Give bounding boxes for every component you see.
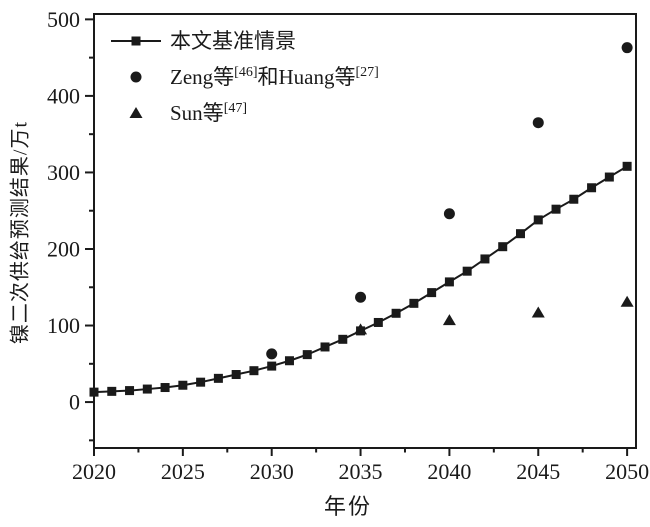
baseline-scenario-square-marker xyxy=(587,183,597,193)
zeng-huang-circle-marker xyxy=(355,291,367,303)
baseline-scenario-square-marker xyxy=(320,342,330,352)
x-tick-label: 2050 xyxy=(605,459,649,484)
series-sun xyxy=(354,295,634,335)
legend-label-zeng-huang: Zeng等[46]和Huang等[27] xyxy=(170,65,379,89)
baseline-scenario-square-marker xyxy=(462,266,472,276)
baseline-scenario-square-marker xyxy=(213,373,223,383)
x-tick-label: 2025 xyxy=(161,459,205,484)
baseline-scenario-square-marker xyxy=(480,254,490,264)
zeng-huang-circle-marker xyxy=(532,117,544,129)
baseline-scenario-square-marker xyxy=(107,386,117,396)
x-tick-label: 2035 xyxy=(339,459,383,484)
baseline-scenario-square-marker xyxy=(409,298,419,308)
y-tick-label: 200 xyxy=(47,236,80,261)
sun-triangle-marker xyxy=(620,295,634,307)
baseline-scenario-square-marker xyxy=(444,277,454,287)
baseline-scenario-square-marker xyxy=(622,161,632,171)
y-tick-label: 100 xyxy=(47,313,80,338)
y-axis-title: 镍二次供给预测结果/万t xyxy=(9,120,32,345)
baseline-scenario-square-marker xyxy=(498,242,508,252)
baseline-scenario-square-marker xyxy=(249,366,259,376)
zeng-huang-circle-marker xyxy=(443,208,455,220)
legend-label-baseline-scenario: 本文基准情景 xyxy=(170,29,296,53)
y-tick-label: 300 xyxy=(47,160,80,185)
baseline-scenario-square-marker xyxy=(391,308,401,318)
y-tick-label: 0 xyxy=(69,390,80,415)
baseline-scenario-square-marker xyxy=(125,386,135,396)
legend-item-sun: Sun等[47] xyxy=(129,101,247,125)
baseline-scenario-square-marker xyxy=(533,215,543,225)
zeng-huang-legend-circle-marker xyxy=(130,71,142,83)
baseline-scenario-square-marker xyxy=(373,317,383,327)
sun-triangle-marker xyxy=(531,306,545,318)
baseline-scenario-square-marker xyxy=(142,384,152,394)
baseline-scenario-square-marker xyxy=(604,172,614,182)
tick-labels: 2020 2025 2030 2035 2040 2045 2050 0 100 200 300 40… xyxy=(47,7,649,484)
zeng-huang-circle-marker xyxy=(621,42,633,54)
legend-label-sun: Sun等[47] xyxy=(170,101,247,125)
x-axis-title: 年份 xyxy=(323,494,372,519)
baseline-scenario-square-marker xyxy=(267,361,277,371)
baseline-scenario-square-marker xyxy=(427,288,437,298)
baseline-scenario-square-marker xyxy=(196,377,206,387)
sun-triangle-marker xyxy=(442,314,456,326)
baseline-scenario-square-marker xyxy=(515,229,525,239)
baseline-scenario-square-marker xyxy=(160,383,170,393)
sun-triangle-marker xyxy=(354,323,368,335)
baseline-scenario-line xyxy=(93,165,628,394)
baseline-scenario-square-marker xyxy=(89,387,99,397)
plot-frame xyxy=(93,13,637,449)
baseline-scenario-square-marker xyxy=(178,380,188,390)
sun-legend-triangle-marker xyxy=(129,107,143,118)
baseline-scenario-square-marker xyxy=(551,204,561,214)
zeng-huang-circle-marker xyxy=(266,348,278,360)
legend: 本文基准情景 Zeng等[46]和Huang等[27] Sun等[47] xyxy=(111,29,379,125)
series-baseline-scenario xyxy=(89,161,632,397)
x-tick-label: 2045 xyxy=(516,459,560,484)
x-axis xyxy=(93,448,629,456)
baseline-scenario-square-marker xyxy=(338,334,348,344)
baseline-scenario-square-marker xyxy=(284,356,294,366)
series-zeng-huang xyxy=(266,42,633,360)
baseline-scenario-legend-square-marker xyxy=(131,36,141,46)
x-tick-label: 2030 xyxy=(250,459,294,484)
baseline-scenario-square-marker xyxy=(569,194,579,204)
x-tick-label: 2020 xyxy=(72,459,116,484)
legend-item-zeng-huang: Zeng等[46]和Huang等[27] xyxy=(130,65,379,89)
y-tick-label: 500 xyxy=(47,7,80,32)
baseline-scenario-square-marker xyxy=(302,350,312,360)
x-tick-label: 2040 xyxy=(427,459,471,484)
y-tick-label: 400 xyxy=(47,83,80,108)
baseline-scenario-square-marker xyxy=(231,370,241,380)
legend-item-baseline-scenario: 本文基准情景 xyxy=(111,29,296,53)
y-axis xyxy=(85,18,94,442)
